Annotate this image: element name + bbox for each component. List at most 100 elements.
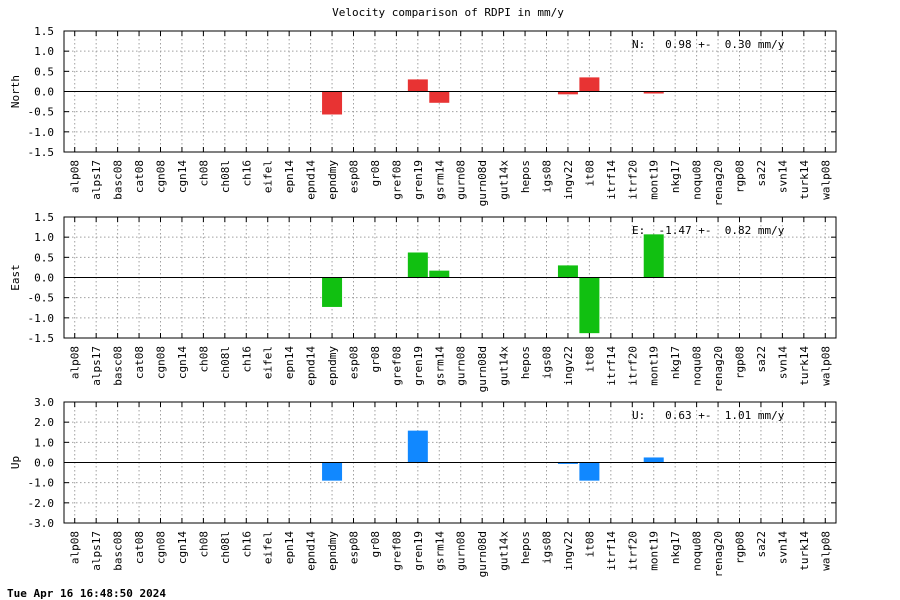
x-tick-label: noqu08 (691, 346, 704, 386)
x-tick-label: cat08 (133, 346, 146, 379)
x-tick-label: svn14 (776, 346, 789, 379)
x-tick-label: gut14x (498, 160, 511, 200)
y-tick-label: 3.0 (34, 396, 54, 409)
bar-ingv22 (557, 462, 578, 464)
x-tick-label: nkg17 (669, 160, 682, 193)
y-tick-label: -2.0 (28, 497, 55, 510)
x-tick-label: itrf20 (626, 160, 639, 200)
bar-epndmy (322, 462, 343, 481)
x-tick-label: svn14 (776, 531, 789, 564)
y-tick-label: -3.0 (28, 517, 55, 530)
footer-timestamp: Tue Apr 16 16:48:50 2024 (7, 587, 166, 600)
bar-it08 (579, 77, 600, 92)
y-axis-label: Up (9, 456, 22, 469)
panel-east: 1.5 1.0 0.5 0.0 -0.5 -1.0 -1.5 E: -1.47 +- 0.82… (9, 211, 837, 392)
stat-label: U: 0.63 +- 1.01 mm/y (632, 409, 785, 422)
x-tick-label: renag20 (712, 160, 725, 206)
x-tick-label: epn14 (283, 346, 296, 379)
x-tick-label: alps17 (90, 531, 103, 571)
x-tick-label: mont19 (648, 531, 661, 571)
stat-label: N: 0.98 +- 0.30 mm/y (632, 38, 785, 51)
y-tick-label: 1.5 (34, 25, 54, 38)
x-tick-label: basc08 (112, 531, 125, 571)
x-tick-label: itrf14 (605, 160, 618, 200)
x-tick-label: cgn08 (155, 346, 168, 379)
x-tick-label: hepos (519, 160, 532, 193)
x-tick-label: gut14x (498, 531, 511, 571)
x-tick-label: ch08 (197, 531, 210, 558)
x-tick-label: sa22 (755, 160, 768, 187)
y-tick-label: 1.0 (34, 436, 54, 449)
x-tick-label: rgp08 (734, 531, 747, 564)
y-tick-label: 0.0 (34, 86, 54, 99)
x-tick-label: noqu08 (691, 531, 704, 571)
x-tick-label: hepos (519, 346, 532, 379)
x-tick-label: gurn08d (476, 346, 489, 392)
x-tick-label: gurn08 (455, 531, 468, 571)
bar-epndmy (322, 91, 343, 115)
x-tick-label: gr08 (369, 346, 382, 373)
x-tick-label: gurn08d (476, 160, 489, 206)
bar-gren19 (407, 252, 428, 278)
x-tick-label: it08 (583, 160, 596, 187)
x-tick-label: rgp08 (734, 346, 747, 379)
x-tick-label: ingv22 (562, 160, 575, 200)
x-tick-label: walp08 (819, 346, 832, 386)
x-tick-label: ch08l (219, 160, 232, 193)
x-tick-label: svn14 (776, 160, 789, 193)
x-tick-label: mont19 (648, 346, 661, 386)
panel-north: 1.5 1.0 0.5 0.0 -0.5 -1.0 -1.5 N: 0.98 +- 0.30 … (9, 25, 837, 206)
x-tick-label: epndmy (326, 531, 339, 571)
y-axis-label: North (9, 75, 22, 108)
x-tick-label: gren19 (412, 160, 425, 200)
x-tick-label: gut14x (498, 346, 511, 386)
bar-gren19 (407, 430, 428, 463)
x-tick-label: gsrm14 (433, 531, 446, 571)
x-tick-label: igs08 (541, 160, 554, 193)
x-tick-label: gsrm14 (433, 160, 446, 200)
x-tick-label: epnd14 (305, 346, 318, 386)
x-tick-label: sa22 (755, 531, 768, 558)
x-tick-label: gurn08 (455, 160, 468, 200)
x-tick-label: basc08 (112, 160, 125, 200)
y-tick-label: -1.0 (28, 126, 55, 139)
x-tick-label: turk14 (798, 160, 811, 200)
x-tick-label: it08 (583, 531, 596, 558)
bar-gsrm14 (429, 270, 450, 278)
y-tick-label: 0.0 (34, 457, 54, 470)
x-tick-label: itrf20 (626, 531, 639, 571)
x-tick-label: alp08 (69, 346, 82, 379)
y-tick-label: -1.0 (28, 477, 55, 490)
x-tick-label: gref08 (390, 346, 403, 386)
x-tick-label: cat08 (133, 160, 146, 193)
x-tick-label: alps17 (90, 346, 103, 386)
stat-label: E: -1.47 +- 0.82 mm/y (632, 224, 785, 237)
plot-frame (63, 30, 837, 153)
bar-ingv22 (557, 91, 578, 95)
x-tick-label: renag20 (712, 346, 725, 392)
x-tick-label: cat08 (133, 531, 146, 564)
y-tick-label: 1.0 (34, 231, 54, 244)
x-tick-label: gref08 (390, 160, 403, 200)
bar-gren19 (407, 79, 428, 92)
x-tick-label: epn14 (283, 160, 296, 193)
x-tick-label: nkg17 (669, 346, 682, 379)
y-tick-label: 1.0 (34, 45, 54, 58)
y-axis-label: East (9, 264, 22, 291)
x-tick-label: mont19 (648, 160, 661, 200)
x-tick-label: nkg17 (669, 531, 682, 564)
x-tick-label: walp08 (819, 160, 832, 200)
x-tick-label: epnd14 (305, 160, 318, 200)
x-tick-label: igs08 (541, 531, 554, 564)
x-tick-label: alp08 (69, 160, 82, 193)
x-tick-label: rgp08 (734, 160, 747, 193)
y-tick-label: -1.5 (28, 146, 55, 159)
x-tick-label: walp08 (819, 531, 832, 571)
panels: 1.5 1.0 0.5 0.0 -0.5 -1.0 -1.5 N: 0.98 +- 0.30 … (9, 25, 837, 577)
x-tick-label: renag20 (712, 531, 725, 577)
x-tick-label: gr08 (369, 160, 382, 187)
x-tick-label: noqu08 (691, 160, 704, 200)
bar-it08 (579, 277, 600, 334)
x-tick-label: esp08 (348, 160, 361, 193)
y-tick-label: -0.5 (28, 292, 55, 305)
